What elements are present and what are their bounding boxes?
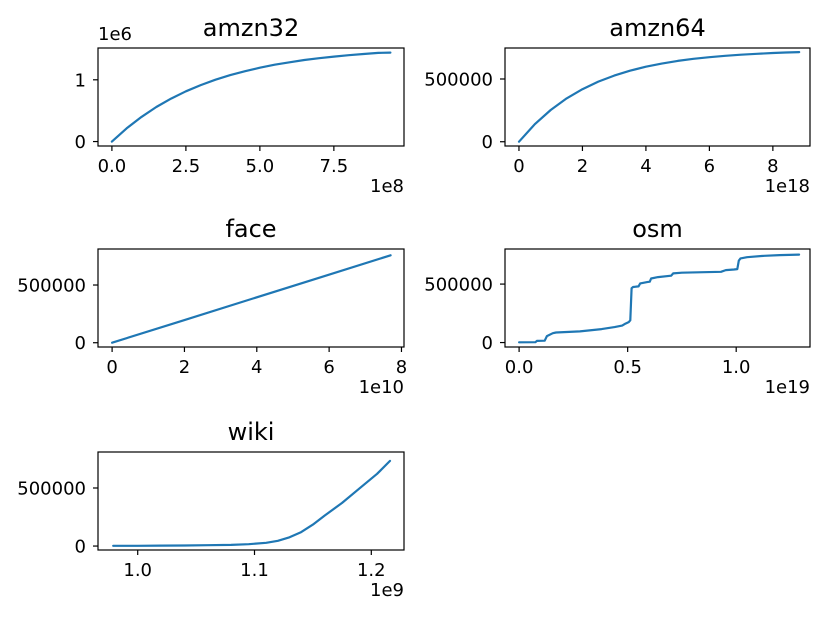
x-tick-label: 0.0 xyxy=(505,357,534,378)
y-tick-label: 0 xyxy=(75,333,86,354)
x-tick-label: 2 xyxy=(179,357,190,378)
y-tick-label: 1 xyxy=(75,70,86,91)
axes-frame xyxy=(97,47,405,147)
subplot-title: face xyxy=(225,215,276,243)
x-tick-label: 0 xyxy=(106,357,117,378)
x-tick-label: 1.0 xyxy=(123,560,152,581)
data-line xyxy=(111,254,392,344)
data-line xyxy=(112,459,392,547)
y-offset-label: 1e6 xyxy=(98,24,132,45)
axes-frame xyxy=(97,451,405,551)
y-tick-label: 0 xyxy=(482,333,493,354)
data-line xyxy=(110,51,392,143)
x-offset-label: 1e10 xyxy=(359,377,404,398)
x-tick-label: 1.1 xyxy=(240,560,269,581)
y-tick-label: 500000 xyxy=(17,478,86,499)
x-tick-label: 8 xyxy=(396,357,407,378)
x-tick-label: 8 xyxy=(767,156,778,177)
y-tick-label: 0 xyxy=(75,537,86,558)
x-tick-label: 2 xyxy=(577,156,588,177)
x-tick-label: 4 xyxy=(251,357,262,378)
subplot-face: 0 2 4 6 8 0 500000 1e10 face xyxy=(17,215,407,398)
x-tick-label: 1.0 xyxy=(722,357,751,378)
subplot-amzn32: 0.0 2.5 5.0 7.5 0 1 1e8 1e6 amzn32 xyxy=(75,14,405,197)
y-tick-label: 500000 xyxy=(424,275,493,296)
axes-frame xyxy=(504,248,811,348)
y-tick-label: 0 xyxy=(482,132,493,153)
data-line xyxy=(517,50,801,143)
subplot-amzn64: 0 2 4 6 8 0 500000 1e18 amzn64 xyxy=(424,14,811,197)
subplot-osm: 0.0 0.5 1.0 0 500000 1e19 osm xyxy=(424,215,811,398)
x-offset-label: 1e8 xyxy=(370,176,404,197)
x-tick-label: 2.5 xyxy=(172,156,201,177)
axes-frame xyxy=(97,248,405,348)
x-tick-label: 0.5 xyxy=(613,357,642,378)
subplot-title: amzn32 xyxy=(203,14,299,42)
x-tick-label: 6 xyxy=(704,156,715,177)
y-tick-label: 500000 xyxy=(17,276,86,297)
x-tick-label: 5.0 xyxy=(246,156,275,177)
y-tick-label: 0 xyxy=(75,132,86,153)
x-offset-label: 1e9 xyxy=(370,580,404,601)
x-tick-label: 1.2 xyxy=(357,560,386,581)
x-offset-label: 1e19 xyxy=(765,377,810,398)
x-tick-label: 7.5 xyxy=(320,156,349,177)
subplot-title: wiki xyxy=(228,418,275,446)
x-offset-label: 1e18 xyxy=(765,176,810,197)
axes-frame xyxy=(504,47,811,147)
subplot-title: osm xyxy=(632,215,683,243)
x-tick-label: 4 xyxy=(640,156,651,177)
subplot-wiki: 1.0 1.1 1.2 0 500000 1e9 wiki xyxy=(17,418,405,601)
data-line xyxy=(518,253,801,344)
x-tick-label: 6 xyxy=(323,357,334,378)
x-tick-label: 0.0 xyxy=(98,156,127,177)
y-tick-label: 500000 xyxy=(424,69,493,90)
subplot-title: amzn64 xyxy=(609,14,705,42)
x-tick-label: 0 xyxy=(513,156,524,177)
